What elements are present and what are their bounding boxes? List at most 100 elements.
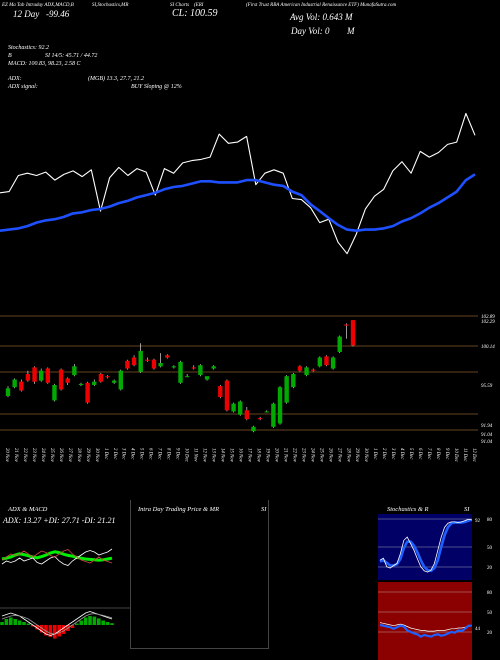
- price-label: 12 Day: [13, 9, 40, 19]
- avg-vol: Avg Vol: 0.643 M: [290, 12, 353, 22]
- date-label: 28 Nov: [76, 448, 81, 463]
- adx-signal-label: ADX signal:: [8, 84, 38, 90]
- candle-body: [19, 381, 24, 391]
- price-level-label: 102.29: [481, 320, 495, 325]
- candle-body: [344, 324, 349, 326]
- candle-body: [92, 381, 97, 385]
- price-level-label: 91.94: [481, 424, 493, 429]
- rsi-tick-label: 80: [487, 591, 493, 596]
- date-label: 4 Dec: [130, 448, 135, 460]
- stoch-title: Stochastics & R: [387, 506, 429, 513]
- candle-body: [65, 378, 70, 383]
- candle-body: [218, 386, 223, 398]
- date-label: 24 Nov: [40, 448, 45, 463]
- candle-body: [264, 411, 269, 413]
- moving-average-line: [0, 173, 476, 232]
- date-label: 6 Dec: [417, 448, 422, 460]
- candle-body: [291, 374, 296, 388]
- candle-body: [58, 369, 64, 390]
- macd-histogram-bar: [26, 623, 31, 625]
- macd-histogram-bar: [61, 625, 66, 634]
- price-level-label: 95.59: [481, 384, 493, 389]
- date-label: 11 Dec: [462, 448, 467, 462]
- rsi-tick-label: 50: [487, 611, 493, 616]
- adx-macd-chart: [0, 548, 130, 639]
- date-label: 11 Nov: [193, 448, 198, 462]
- date-label: 30 Nov: [94, 448, 99, 463]
- date-label: 15 Nov: [229, 448, 234, 463]
- rsi-value: 44: [475, 627, 481, 632]
- price-level-label: 102.89: [481, 315, 495, 320]
- date-label: 1 Dec: [372, 448, 377, 460]
- macd-histogram-bar: [83, 617, 88, 625]
- header-line1-f: (First Trust RBA American Industrial Ren…: [246, 3, 397, 8]
- rsi-line: [379, 623, 472, 638]
- macd-histogram-bar: [105, 622, 110, 625]
- candle-body: [297, 366, 303, 371]
- date-label: 28 Nov: [345, 448, 350, 463]
- date-label: 8 Dec: [166, 448, 171, 460]
- rsi-signal-line: [379, 622, 472, 632]
- macd-histogram-bar: [97, 618, 101, 625]
- candle-body: [125, 360, 130, 369]
- date-label: 29 Nov: [85, 448, 90, 463]
- date-label: 25 Nov: [49, 448, 54, 463]
- day-vol-unit: M: [347, 26, 355, 36]
- candle-body: [72, 366, 77, 376]
- candle-body: [78, 383, 84, 385]
- candle-body: [98, 374, 104, 382]
- macd-histogram-bar: [48, 625, 53, 637]
- macd-histogram-bar: [22, 622, 26, 625]
- date-label: 2 Dec: [381, 448, 386, 460]
- date-label: 21 Nov: [282, 448, 287, 463]
- macd-histogram-bar: [70, 625, 75, 628]
- candle-body: [5, 388, 11, 396]
- price-line: [0, 112, 476, 255]
- candle-body: [350, 320, 356, 346]
- candle-body: [284, 376, 289, 403]
- candle-body: [204, 376, 210, 380]
- date-label: 9 Dec: [175, 448, 180, 460]
- candle-body: [224, 380, 230, 411]
- date-label: 23 Nov: [31, 448, 36, 463]
- macd-histogram-bar: [35, 625, 39, 630]
- macd-histogram-bar: [17, 620, 22, 625]
- candle-body: [330, 357, 336, 369]
- date-label: 26 Nov: [58, 448, 63, 463]
- date-label: 8 Dec: [435, 448, 440, 460]
- date-label: 7 Dec: [157, 448, 162, 460]
- candle-body: [12, 379, 17, 388]
- date-label: 29 Nov: [354, 448, 359, 463]
- macd-histogram-bar: [31, 625, 35, 627]
- candle-body: [231, 403, 236, 412]
- date-label: 17 Nov: [247, 448, 252, 463]
- price-level-label: 91.04: [481, 440, 493, 445]
- candle-body: [211, 366, 216, 369]
- intraday-si: SI: [261, 506, 267, 513]
- date-label: 27 Nov: [336, 448, 341, 463]
- date-label: 22 Nov: [291, 448, 296, 463]
- candle-body: [251, 426, 256, 432]
- candle-body: [138, 350, 143, 372]
- stoch-b: B: [8, 53, 12, 59]
- macd-histogram-bar: [44, 625, 48, 636]
- macd-histogram-bar: [92, 616, 97, 625]
- candle-body: [32, 367, 37, 382]
- date-label: 2 Dec: [112, 448, 117, 460]
- date-label: 4 Dec: [399, 448, 404, 460]
- candle-body: [45, 368, 51, 383]
- macd-histogram-bar: [79, 620, 83, 625]
- header-line1-d: SI Charts: [170, 3, 190, 8]
- date-label: 10 Dec: [184, 448, 189, 463]
- adx-values: (MGB) 13.3, 27.7, 21.2: [88, 76, 144, 82]
- candle-body: [165, 355, 170, 358]
- price-change: -99.46: [46, 9, 70, 19]
- candle-body: [178, 361, 183, 383]
- stoch-value: 92: [475, 519, 481, 524]
- stoch-rsi-panel: Stochastics & R SI 80 50 20 80 50 20 92 44: [375, 500, 500, 660]
- adx-macd-panel: ADX & MACD ADX: 13.27 +DI: 27.71 -DI: 21…: [0, 500, 130, 660]
- stoch-rsi-chart: 80 50 20 80 50 20 92 44: [378, 514, 493, 660]
- candle-body: [111, 380, 117, 383]
- macd-line: MACD: 100.83, 98.23, 2.58 C: [8, 61, 81, 67]
- stoch-tick-label: 20: [487, 566, 493, 571]
